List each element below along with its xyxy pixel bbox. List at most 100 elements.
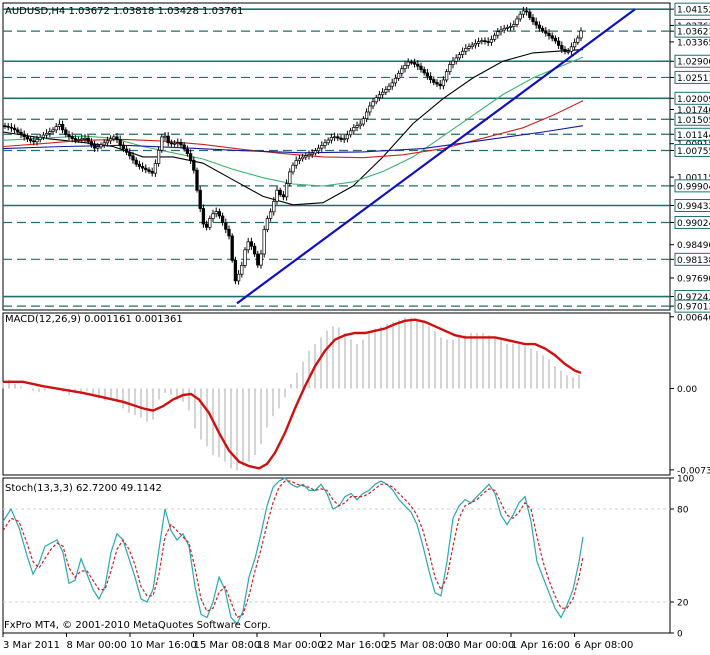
candle-body [64,129,68,135]
stochastic-panel-title: Stoch(13,3,3) 62.7200 49.1142 [5,483,162,494]
candle-body [502,28,506,31]
candle-body [393,77,398,84]
candle-body [252,245,257,255]
candle-body [198,189,202,209]
candle-body [224,222,228,230]
candle-body [419,65,423,70]
price-level-label-box [674,112,710,126]
candle-body [166,135,170,144]
candle-body [144,167,148,171]
time-tick-label: 22 Mar 16:00 [321,640,388,651]
macd-panel: 0.00646 0.00 -0.00734 [2,313,710,476]
candle-body [217,211,222,217]
candle-body [444,71,449,81]
candle-body [457,54,462,59]
candle-body [9,126,14,129]
candle-body [320,145,324,149]
candle-body [28,138,33,142]
candle-body [185,148,190,154]
candle-body [284,183,289,198]
candle-body [102,142,106,146]
candle-body [483,40,487,42]
candle-body [518,13,522,20]
candle-body [105,140,110,144]
candle-body [134,159,138,165]
candle-body [249,241,254,247]
price-tick-label: 1.03365 [677,38,710,48]
candle-body [179,142,183,146]
candle-body [454,57,458,62]
trendline [236,8,636,305]
candle-body [534,21,538,26]
candle-body [204,223,209,228]
candle-body [508,26,513,28]
candle-body [352,127,356,132]
candle-body [300,156,305,160]
candle-body [294,160,298,166]
candle-body [220,215,225,223]
price-tick-label: 1.03623 [677,28,710,38]
candle-body [25,136,30,140]
candle-body [57,123,62,127]
candle-body [579,30,583,39]
price-tick-label: 1.01144 [677,131,710,141]
time-tick-label: 3 Mar 2011 [3,640,60,651]
candle-body [528,11,532,18]
candle-body [86,137,90,142]
candle-body [348,130,353,136]
candle-body [400,68,404,74]
candle-body [108,138,113,142]
price-level-label-box [674,252,710,266]
candle-body [182,144,186,150]
candle-body [540,27,545,32]
candle-body [355,125,359,128]
candle-body [3,125,7,128]
candle-body [537,24,542,29]
candle-body [16,129,20,133]
price-tick-label: 0.97013 [677,303,710,313]
candle-body [214,211,218,215]
candle-body [38,136,42,140]
candle-body [32,140,36,143]
candle-body [22,134,26,138]
stoch-panel-frame [2,477,671,634]
candle-body [176,142,180,144]
time-tick-label: 1 Apr 16:00 [511,640,570,651]
candle-body [188,153,193,161]
moving-average-line [2,49,584,206]
candle-body [60,123,65,131]
macd-tick-label: 0.00646 [677,313,710,323]
candle-body [147,169,151,172]
candle-body [6,125,10,128]
candle-body [12,127,17,131]
candle-body [572,42,577,48]
candle-body [486,41,490,43]
candle-body [281,194,286,198]
candle-body [19,131,23,135]
candle-body [547,32,551,37]
macd-panel-title: MACD(12,26,9) 0.001161 0.001361 [5,314,183,325]
candle-body [492,34,497,40]
stoch-main-line [2,477,584,625]
candle-body [531,17,535,23]
candle-body [83,137,87,140]
price-level-label-box [674,143,710,157]
candle-body [208,218,212,228]
stoch-tick-label: 100 [677,475,694,485]
candle-body [432,79,436,83]
macd-tick-label: -0.00734 [677,466,710,476]
candle-body [259,253,263,266]
candle-body [73,138,78,141]
candle-body [275,189,279,202]
price-tick-label: 1.01740 [677,106,710,116]
candle-body [425,72,430,77]
time-tick-label: 15 Mar 08:00 [194,640,261,651]
price-tick-label: 1.04152 [677,6,710,16]
candle-body [310,152,314,155]
candle-body [371,101,375,107]
price-tick-label: 0.99432 [677,202,710,212]
